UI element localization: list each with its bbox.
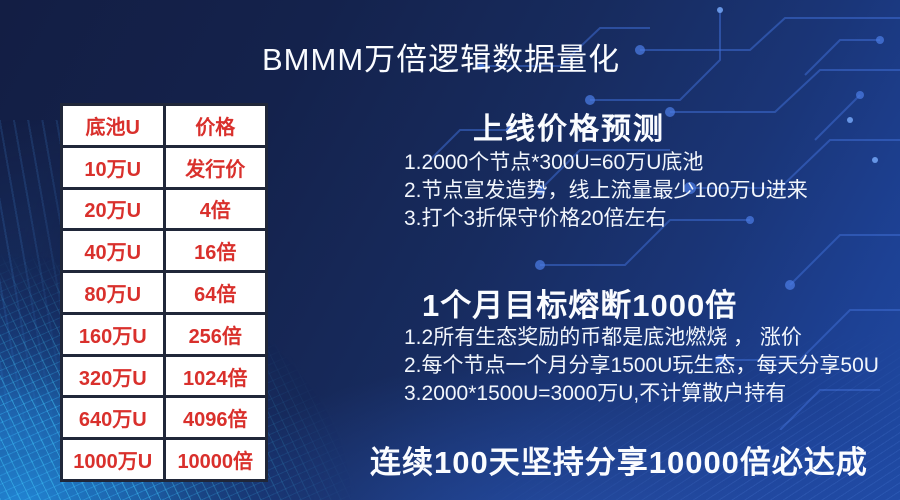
list-item: 1.2000个节点*300U=60万U底池 bbox=[404, 151, 704, 174]
table-cell-pool: 40万U bbox=[63, 231, 163, 271]
price-table: 底池U 价格 10万U 发行价 20万U 4倍 40万U 16倍 80万U 64… bbox=[60, 103, 268, 482]
list-item: 2.每个节点一个月分享1500U玩生态，每天分享50U bbox=[404, 354, 879, 377]
list-item: 1.2所有生态奖励的币都是底池燃烧 ， 涨价 bbox=[404, 326, 802, 349]
list-item: 3.2000*1500U=3000万U,不计算散户持有 bbox=[404, 382, 787, 405]
table-cell-price: 10000倍 bbox=[165, 440, 265, 479]
table-cell-price: 64倍 bbox=[165, 273, 265, 312]
table-cell-price: 发行价 bbox=[165, 147, 265, 187]
table-cell-price: 256倍 bbox=[165, 314, 265, 354]
section-list-launch-price: 1.2000个节点*300U=60万U底池 2.节点宣发造势，线上流量最少100… bbox=[404, 149, 808, 233]
section-list-monthly-target: 1.2所有生态奖励的币都是底池燃烧 ， 涨价 2.每个节点一个月分享1500U玩… bbox=[404, 324, 879, 408]
bottom-banner: 连续100天坚持分享10000倍必达成 bbox=[370, 445, 868, 480]
table-cell-pool: 10万U bbox=[63, 147, 163, 187]
table-cell-price: 1024倍 bbox=[165, 356, 265, 396]
table-cell-pool: 1000万U bbox=[63, 440, 163, 479]
table-cell-pool: 640万U bbox=[63, 398, 163, 438]
table-header-pool: 底池U bbox=[63, 106, 163, 145]
table-cell-price: 4倍 bbox=[165, 189, 265, 229]
table-cell-pool: 160万U bbox=[63, 314, 163, 354]
slide-title: BMMM万倍逻辑数据量化 bbox=[262, 42, 621, 77]
list-item: 3.打个3折保守价格20倍左右 bbox=[404, 207, 667, 230]
table-cell-price: 4096倍 bbox=[165, 398, 265, 438]
table-cell-pool: 320万U bbox=[63, 356, 163, 396]
table-cell-price: 16倍 bbox=[165, 231, 265, 271]
table-header-price: 价格 bbox=[165, 106, 265, 145]
table-cell-pool: 80万U bbox=[63, 273, 163, 312]
section-heading-launch-price: 上线价格预测 bbox=[473, 113, 665, 146]
section-heading-monthly-target: 1个月目标熔断1000倍 bbox=[422, 288, 738, 323]
list-item: 2.节点宣发造势，线上流量最少100万U进来 bbox=[404, 179, 808, 202]
table-cell-pool: 20万U bbox=[63, 189, 163, 229]
